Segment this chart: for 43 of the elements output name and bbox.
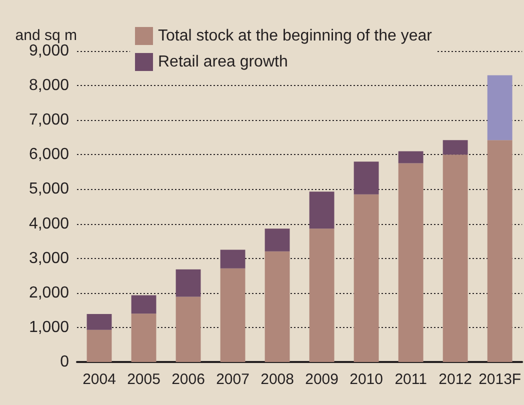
x-tick-label: 2006 — [172, 371, 205, 388]
y-tick-label: 4,000 — [28, 215, 70, 232]
bar — [264, 228, 290, 252]
bar — [442, 154, 468, 362]
x-tick-label: 2013F — [478, 371, 522, 388]
x-tick-label: 2005 — [127, 371, 160, 388]
y-tick-label: 3,000 — [28, 250, 70, 267]
bar — [131, 314, 156, 362]
bar — [176, 296, 201, 362]
bar — [354, 194, 379, 362]
bar — [442, 140, 468, 155]
bar — [309, 192, 334, 229]
bar — [86, 314, 112, 330]
y-tick-label: 7,000 — [28, 112, 70, 129]
x-tick-label: 2009 — [305, 371, 338, 388]
x-tick-label: 2012 — [438, 371, 472, 388]
y-tick-label: 9,000 — [28, 42, 70, 60]
x-tick-label: 2004 — [82, 371, 116, 388]
y-axis-title: and sq m — [15, 27, 77, 44]
x-tick-label: 2011 — [394, 371, 427, 388]
x-tick-label: 2008 — [260, 371, 294, 388]
x-tick-label: 2007 — [216, 371, 250, 388]
legend-label: Retail area growth — [158, 54, 288, 70]
y-tick-label: 8,000 — [28, 77, 70, 94]
bar — [86, 330, 112, 362]
bar — [220, 250, 246, 268]
bar — [176, 269, 201, 297]
bar — [220, 268, 246, 362]
bar — [131, 295, 156, 314]
bar — [264, 251, 290, 362]
y-tick-label: 5,000 — [28, 180, 70, 198]
bar — [487, 75, 512, 140]
y-tick-label: 6,000 — [28, 146, 70, 164]
bar — [398, 151, 424, 164]
bar — [398, 163, 424, 362]
y-tick-label: 0 — [60, 354, 70, 370]
x-tick-label: 2010 — [350, 371, 383, 388]
y-tick-label: 1,000 — [28, 318, 70, 336]
bar — [354, 162, 379, 194]
legend-label: Total stock at the beginning of the year — [158, 28, 433, 44]
bar — [309, 228, 334, 362]
y-tick-label: 2,000 — [28, 284, 70, 302]
bar — [487, 140, 512, 362]
